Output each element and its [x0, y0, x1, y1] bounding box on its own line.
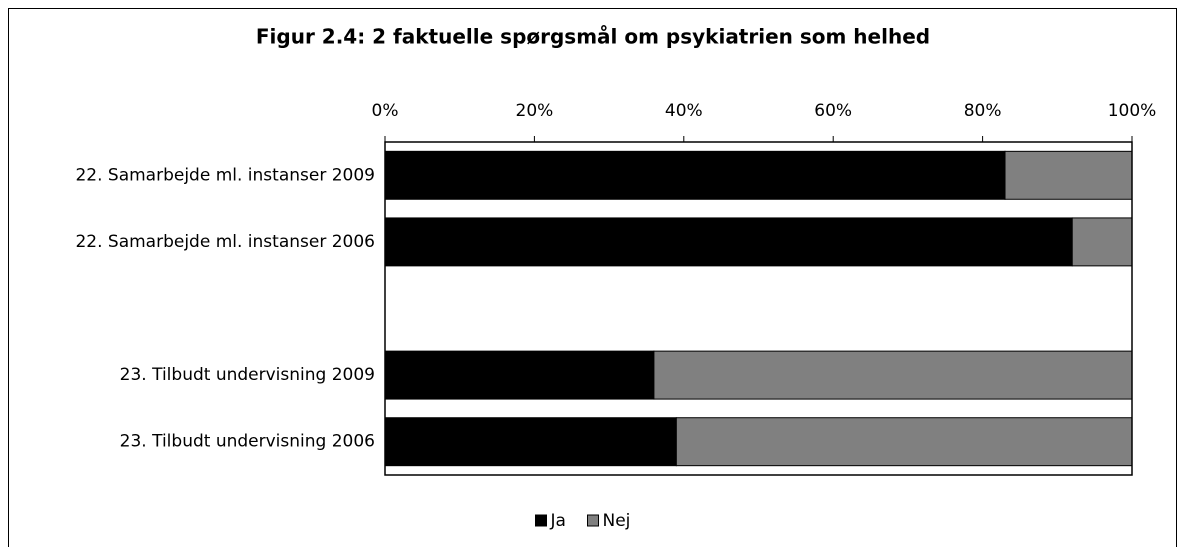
- bar-segment: [384, 417, 677, 467]
- chart-title: Figur 2.4: 2 faktuelle spørgsmål om psyk…: [256, 25, 930, 49]
- legend-swatch: [535, 514, 547, 527]
- plot-frame: [384, 141, 1133, 476]
- legend-label: Nej: [603, 511, 631, 531]
- x-tick-label: 20%: [516, 101, 554, 121]
- y-tick-label: 23. Tilbudt undervisning 2006: [120, 432, 375, 452]
- bar-segment: [1004, 150, 1133, 200]
- legend-label: Ja: [550, 511, 566, 531]
- x-tick-label: 100%: [1108, 101, 1157, 121]
- x-tick-label: 40%: [665, 101, 703, 121]
- y-tick-label: 22. Samarbejde ml. instanser 2006: [75, 232, 375, 252]
- legend-swatch: [587, 514, 599, 527]
- bar-segment: [675, 417, 1133, 467]
- chart-frame: [8, 8, 1177, 547]
- y-tick-label: 22. Samarbejde ml. instanser 2009: [75, 165, 375, 185]
- bar-segment: [653, 350, 1133, 400]
- x-tick-label: 80%: [964, 101, 1002, 121]
- y-tick-label: 23. Tilbudt undervisning 2009: [120, 365, 375, 385]
- bar-segment: [384, 217, 1073, 267]
- x-tick-label: 60%: [814, 101, 852, 121]
- x-tick-label: 0%: [372, 101, 399, 121]
- bar-segment: [384, 150, 1006, 200]
- bar-segment: [1071, 217, 1133, 267]
- bar-segment: [384, 350, 655, 400]
